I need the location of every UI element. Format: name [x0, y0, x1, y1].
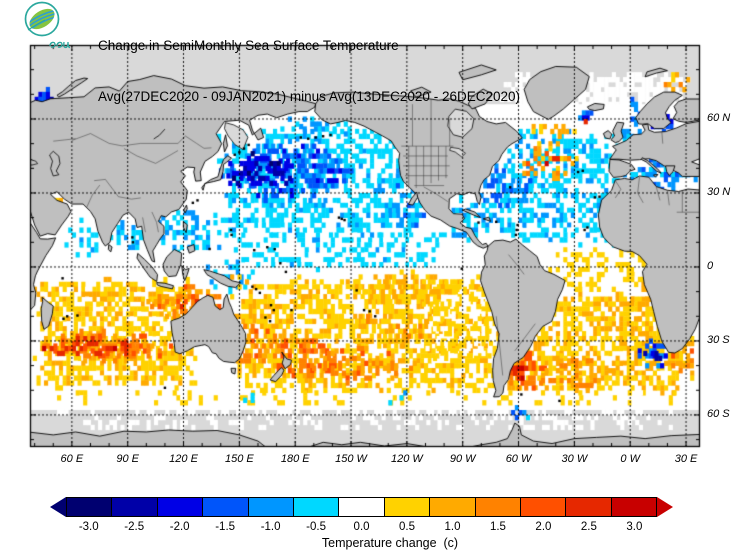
colorbar-tick-label: 2.5: [580, 521, 597, 533]
colorbar-cell: [566, 497, 612, 517]
colorbar-cell: [293, 497, 340, 517]
colorbar-tick-label: -2.5: [124, 521, 145, 533]
colorbar-tick-label: -2.0: [169, 521, 190, 533]
colorbar-tick-label: 2.0: [535, 521, 552, 533]
colorbar-left-arrow-icon: [50, 497, 66, 517]
colorbar-cell: [157, 497, 204, 517]
colorbar-cell: [112, 497, 158, 517]
figure-header: Change in SemiMonthly Sea Surface Temper…: [0, 0, 755, 104]
hii-logo-icon: [24, 1, 71, 49]
colorbar-tick-label: -1.0: [260, 521, 281, 533]
lon-label: 30 W: [561, 453, 588, 465]
colorbar-tick-label: -3.0: [78, 521, 99, 533]
lon-label: 60 E: [60, 453, 84, 465]
chart-subtitle: Avg(27DEC2020 - 09JAN2021) minus Avg(13D…: [98, 89, 520, 104]
colorbar-cell: [66, 497, 113, 517]
colorbar-caption: Temperature change (c): [321, 536, 459, 550]
lat-label: 60 N: [707, 111, 731, 124]
lon-label: 90 W: [449, 453, 476, 465]
colorbar-cell: [384, 497, 431, 517]
lon-label: 0 W: [620, 453, 640, 465]
lat-label: 30 S: [707, 333, 730, 346]
colorbar-tick-label: 3.0: [626, 521, 643, 533]
colorbar-cell: [339, 497, 385, 517]
lon-label: 180 E: [280, 453, 310, 465]
colorbar-tick-label: 1.0: [444, 521, 461, 533]
lon-label: 90 E: [116, 453, 140, 465]
lon-label: 30 E: [674, 453, 698, 465]
chart-title: Change in SemiMonthly Sea Surface Temper…: [98, 38, 399, 53]
colorbar: [50, 497, 673, 517]
colorbar-cell: [203, 497, 249, 517]
colorbar-cell: [430, 497, 476, 517]
colorbar-tick-label: -0.5: [306, 521, 326, 533]
colorbar-tick-label: 1.5: [489, 521, 506, 533]
lat-label: 30 N: [707, 185, 731, 198]
colorbar-cell: [248, 497, 294, 517]
colorbar-tick-label: 0.5: [399, 521, 416, 533]
logo-thai-text: [49, 41, 71, 49]
colorbar-right-arrow-icon: [657, 497, 673, 517]
colorbar-cells: [66, 497, 658, 517]
lon-label: 150 E: [225, 453, 254, 465]
hii-logo: [14, 0, 78, 50]
colorbar-labels: -3.0 -2.5 -2.0 -1.5 -1.0 -0.5 0.0 0.5 1.0 1.5 2.0 2…: [66, 521, 657, 533]
lon-label: 150 W: [335, 453, 367, 465]
lon-label: 120 W: [390, 453, 423, 465]
lat-label: 0: [707, 259, 714, 272]
lon-label: 120 E: [169, 453, 198, 465]
lat-label: 60 S: [707, 407, 730, 420]
title-block: Change in SemiMonthly Sea Surface Temper…: [98, 3, 520, 139]
lon-label: 60 W: [505, 453, 532, 465]
colorbar-cell: [520, 497, 567, 517]
colorbar-tick-label: 0.0: [353, 521, 370, 533]
colorbar-tick-label: -1.5: [215, 521, 236, 533]
colorbar-cell: [611, 497, 658, 517]
colorbar-cell: [475, 497, 521, 517]
